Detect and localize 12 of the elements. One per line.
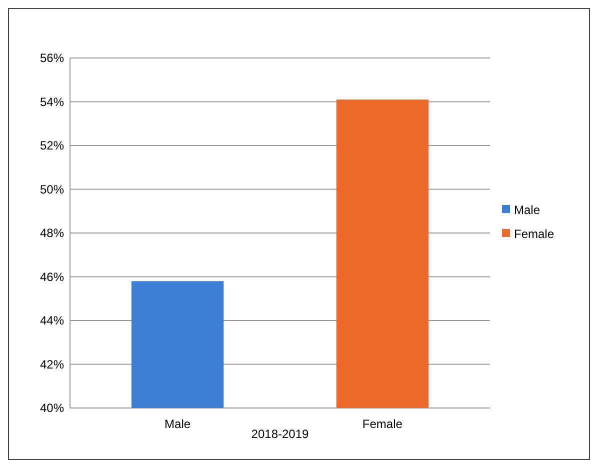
- y-tick-label: 56%: [40, 51, 64, 66]
- y-tick-label: 48%: [40, 226, 64, 240]
- legend-label: Male: [514, 203, 540, 218]
- y-tick-label: 44%: [40, 314, 64, 328]
- y-tick-label: 50%: [40, 182, 64, 196]
- y-tick-label: 42%: [40, 357, 64, 372]
- y-tick-label: 52%: [40, 138, 64, 153]
- x-axis-title: 2018-2019: [251, 427, 310, 441]
- y-tick-label: 54%: [40, 94, 64, 109]
- y-tick-label: 46%: [40, 270, 64, 284]
- legend-label: Female: [514, 227, 554, 242]
- y-tick-label: 40%: [40, 401, 64, 416]
